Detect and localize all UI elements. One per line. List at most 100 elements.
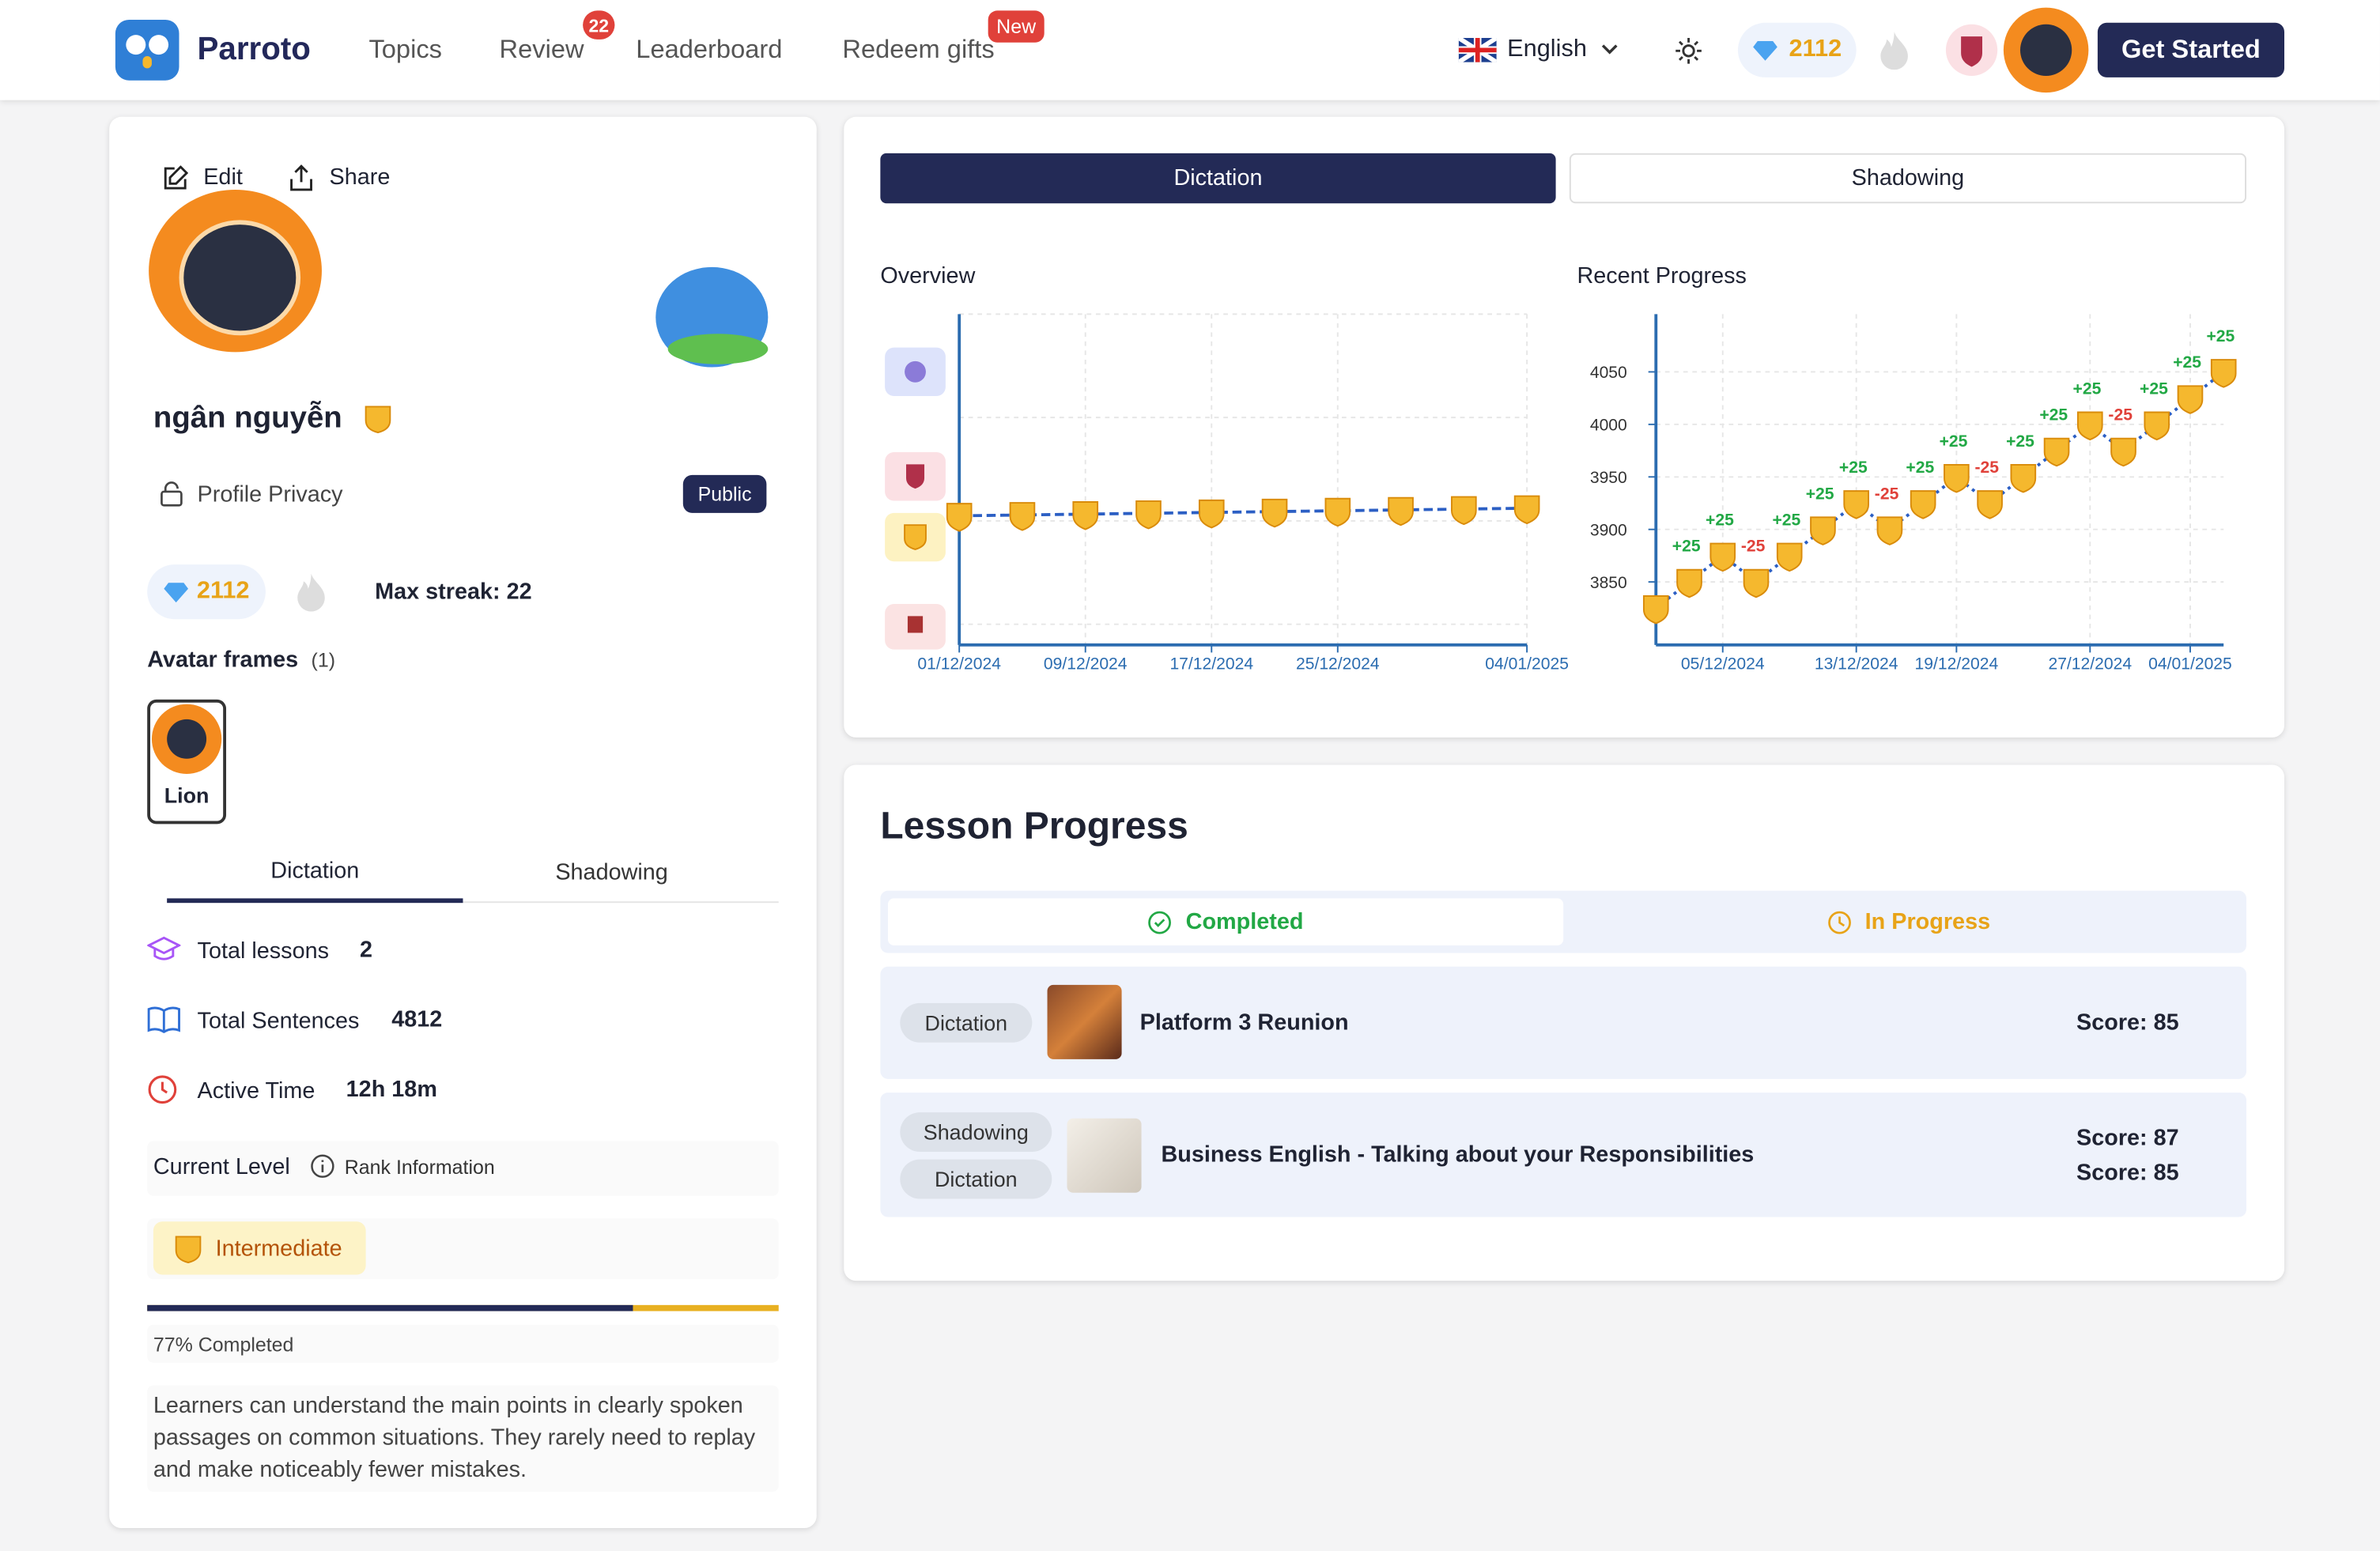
tab[interactable]: Shadowing — [555, 859, 668, 886]
lesson-title: Platform 3 Reunion — [1139, 1009, 1349, 1036]
lesson-title: Business English - Talking about your Re… — [1161, 1142, 1755, 1168]
point-marker — [2177, 385, 2204, 414]
frame-name: Lion — [164, 783, 210, 808]
point-marker — [1642, 595, 1669, 625]
stat-label: Active Time — [197, 1077, 315, 1104]
point-marker — [1451, 496, 1477, 526]
x-tick-label: 05/12/2024 — [1681, 655, 1765, 674]
y-tick-label: 3850 — [1590, 574, 1627, 592]
delta-label: +25 — [2206, 327, 2235, 345]
point-marker — [1709, 542, 1736, 572]
mode-tab[interactable]: Shadowing — [1569, 153, 2247, 204]
lesson-tag: Dictation — [900, 1159, 1052, 1199]
frames-title: Avatar frames — [147, 647, 299, 674]
x-tick-label: 27/12/2024 — [2048, 655, 2132, 674]
streak-flame — [297, 573, 325, 612]
delta-label: +25 — [2039, 406, 2068, 425]
series-line — [1655, 370, 2225, 609]
mode-tab[interactable]: Dictation — [880, 153, 1556, 204]
point-marker — [1324, 497, 1351, 527]
delta-label: +25 — [2173, 353, 2201, 372]
user-avatar[interactable] — [2003, 7, 2089, 93]
tag-label: Shadowing — [923, 1119, 1029, 1145]
delta-label: -25 — [1974, 459, 1999, 477]
point-marker — [1810, 516, 1836, 545]
logo[interactable] — [115, 19, 179, 81]
y-tick-label: 3950 — [1590, 469, 1627, 487]
lesson-tab[interactable]: In Progress — [1571, 898, 2246, 945]
badge: New — [988, 10, 1045, 43]
lesson-tab[interactable]: Completed — [887, 898, 1564, 945]
lesson-tab-label: In Progress — [1864, 908, 1991, 935]
lesson-score: Score: 85 — [2076, 1009, 2179, 1036]
description-box — [147, 1385, 779, 1492]
get-started-button[interactable]: Get Started — [2097, 22, 2284, 77]
stat-label: Total lessons — [197, 938, 330, 964]
nav-item[interactable]: Topics — [368, 35, 442, 64]
gems-pill: 2112 — [1737, 22, 1857, 77]
point-marker — [1876, 516, 1903, 545]
stat-value: 12h 18m — [346, 1076, 437, 1103]
edit-icon — [164, 165, 189, 190]
rank-info[interactable]: Rank Information — [344, 1155, 495, 1179]
language[interactable]: English — [1507, 36, 1587, 62]
lesson-tag: Dictation — [900, 1002, 1033, 1043]
nav-item[interactable]: Leaderboard — [636, 35, 783, 64]
point-marker — [1977, 490, 2003, 519]
progress-fill — [147, 1304, 634, 1311]
x-tick-label: 01/12/2024 — [917, 655, 1001, 674]
chart-title: Recent Progress — [1577, 263, 1747, 289]
point-marker — [946, 503, 973, 532]
y-tick-label: 3900 — [1590, 521, 1627, 539]
progress-label: 77% Completed — [153, 1333, 294, 1357]
level-shield — [365, 406, 391, 434]
point-marker — [1135, 500, 1162, 530]
delta-label: -25 — [1741, 538, 1766, 556]
tag-label: Dictation — [924, 1010, 1008, 1036]
privacy-toggle[interactable]: Public — [682, 474, 767, 513]
delta-label: +25 — [1940, 432, 1968, 451]
flag — [1458, 37, 1497, 62]
profile-avatar — [149, 189, 322, 353]
level-name: Intermediate — [215, 1236, 342, 1262]
delta-label: +25 — [2073, 379, 2102, 398]
level-title: Current Level — [153, 1153, 290, 1180]
frames-count: (1) — [311, 648, 336, 672]
point-marker — [1009, 502, 1036, 531]
x-tick-label: 04/01/2025 — [2148, 655, 2232, 674]
gems-pill: 2112 — [147, 564, 266, 620]
x-tick-label: 17/12/2024 — [1169, 655, 1253, 674]
lessons-title: Lesson Progress — [880, 805, 1188, 848]
delta-label: -25 — [1875, 485, 1899, 503]
share-button[interactable]: Share — [329, 164, 391, 191]
lesson-tag: Shadowing — [900, 1112, 1052, 1152]
tab[interactable]: Dictation — [270, 858, 360, 885]
chevron — [1601, 44, 1618, 55]
tag-label: Dictation — [935, 1167, 1018, 1191]
point-marker — [1743, 568, 1770, 598]
series-line — [959, 506, 1528, 518]
info-icon — [311, 1154, 334, 1178]
nav-item[interactable]: Redeem gifts — [842, 35, 995, 64]
frame-item[interactable]: Lion — [147, 699, 227, 825]
point-marker — [1513, 495, 1540, 525]
max-streak: Max streak: 22 — [375, 579, 532, 605]
point-marker — [1944, 463, 1970, 493]
lesson-tab-label: Completed — [1185, 908, 1304, 935]
edit-button[interactable]: Edit — [203, 164, 243, 191]
point-marker — [1072, 501, 1099, 530]
privacy-label: Profile Privacy — [197, 481, 343, 508]
brand[interactable]: Parroto — [197, 32, 311, 67]
cap-icon — [147, 936, 181, 960]
nav-item[interactable]: Review — [499, 35, 584, 64]
delta-label: +25 — [2006, 432, 2034, 451]
theme-toggle[interactable] — [1674, 36, 1702, 65]
delta-label: +25 — [2140, 379, 2168, 398]
point-marker — [2010, 463, 2037, 493]
point-marker — [1198, 499, 1225, 529]
point-marker — [2110, 437, 2136, 467]
y-tick-label: 4050 — [1590, 364, 1627, 382]
user-name: ngân nguyễn — [153, 401, 342, 435]
